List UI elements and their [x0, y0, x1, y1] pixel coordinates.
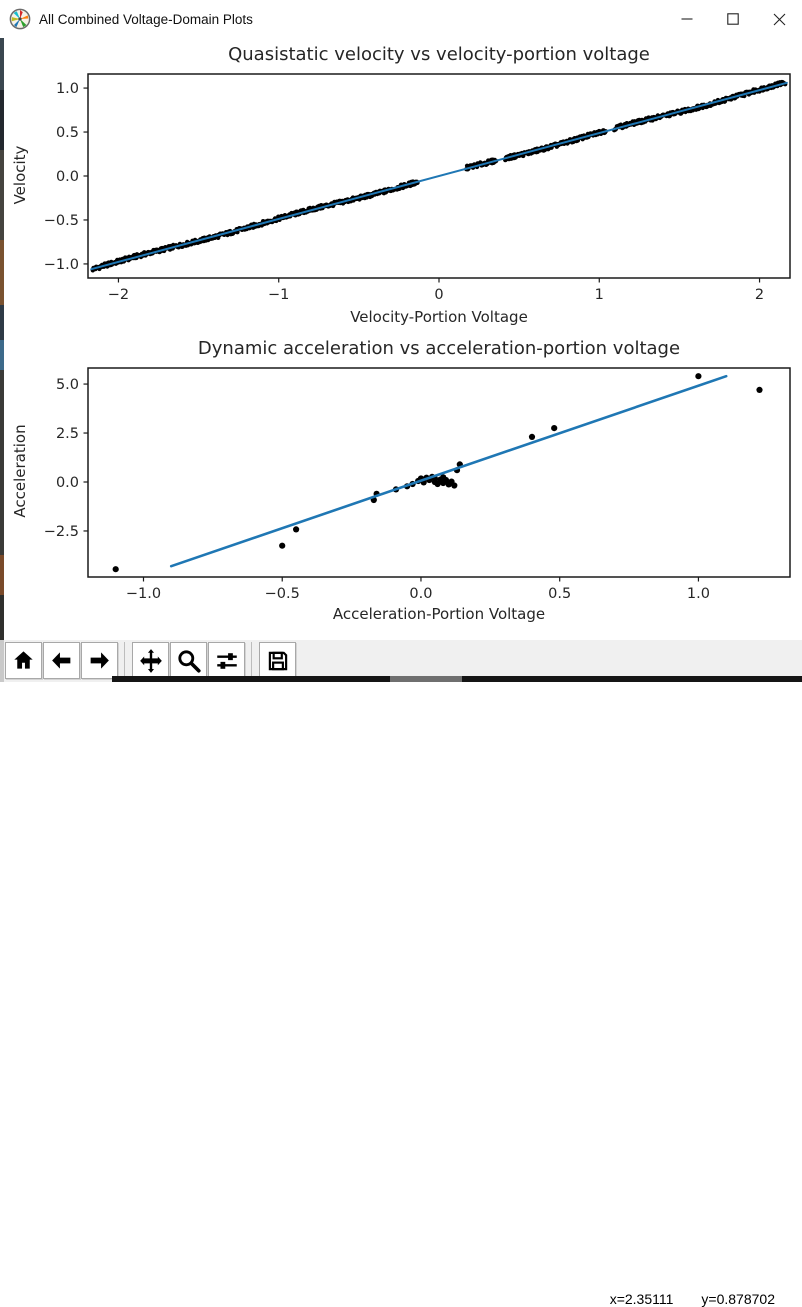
bottom-plot-ylabel: Acceleration	[11, 424, 29, 518]
svg-text:2.5: 2.5	[56, 426, 79, 442]
cursor-x-value: x=2.35111	[609, 1291, 674, 1307]
subplot-0: −2 −1 0 1 2 1.0 0.5 0.0 −0.5 −1.0	[44, 73, 791, 303]
background-window-left-edge	[0, 38, 4, 682]
svg-text:0.0: 0.0	[409, 586, 432, 602]
taskbar-edge-segment	[390, 676, 462, 682]
cursor-y-value: y=0.878702	[701, 1291, 775, 1307]
svg-text:0.5: 0.5	[56, 125, 79, 141]
forward-button[interactable]	[81, 642, 118, 679]
top-plot-ylabel: Velocity	[11, 145, 29, 205]
toolbar-separator	[251, 642, 252, 679]
left-edge-segment	[0, 150, 4, 240]
svg-text:−2: −2	[108, 287, 129, 303]
left-edge-segment	[0, 90, 4, 150]
top-plot-xlabel: Velocity-Portion Voltage	[350, 308, 528, 326]
cursor-readout: x=2.35111 y=0.878702	[610, 1291, 775, 1307]
pan-icon	[139, 648, 162, 673]
left-edge-segment	[0, 38, 4, 90]
linear-fit	[169, 374, 728, 568]
zoom-button[interactable]	[170, 642, 207, 679]
back-button[interactable]	[43, 642, 80, 679]
svg-text:0: 0	[434, 287, 443, 303]
minimize-button[interactable]	[664, 0, 710, 38]
left-edge-segment	[0, 240, 4, 305]
taskbar-edge-segment	[112, 676, 390, 682]
matplotlib-logo-icon	[9, 8, 31, 30]
left-edge-segment	[0, 305, 4, 340]
svg-text:0.0: 0.0	[56, 475, 79, 491]
top-plot-title: Quasistatic velocity vs velocity-portion…	[228, 44, 650, 65]
figure-area: −2 −1 0 1 2 1.0 0.5 0.0 −0.5 −1.0 −1.0 −0.5 0.0 0.5 1.…	[0, 38, 802, 640]
forward-arrow-icon	[90, 652, 109, 669]
svg-text:−0.5: −0.5	[265, 586, 300, 602]
svg-text:−1: −1	[268, 287, 289, 303]
svg-text:1.0: 1.0	[687, 586, 710, 602]
measured-data	[112, 373, 763, 573]
home-button[interactable]	[5, 642, 42, 679]
svg-text:0.5: 0.5	[548, 586, 571, 602]
subplot-1: −1.0 −0.5 0.0 0.5 1.0 5.0 2.5 0.0 −2.5	[44, 367, 791, 602]
bottom-plot-title: Dynamic acceleration vs acceleration-por…	[197, 338, 681, 359]
sliders-icon	[216, 652, 237, 669]
left-edge-segment	[0, 370, 4, 555]
toolbar-separator	[124, 642, 125, 679]
tick-marks	[83, 383, 700, 582]
window-controls	[664, 0, 802, 38]
svg-text:1: 1	[595, 287, 604, 303]
window-title: All Combined Voltage-Domain Plots	[39, 11, 253, 27]
titlebar[interactable]: All Combined Voltage-Domain Plots	[0, 0, 802, 38]
home-icon	[14, 651, 33, 669]
left-edge-segment	[0, 595, 4, 640]
bottom-plot-xlabel: Acceleration-Portion Voltage	[332, 605, 546, 623]
tick-labels: −2 −1 0 1 2 1.0 0.5 0.0 −0.5 −1.0	[44, 81, 764, 303]
figure-canvas[interactable]: −2 −1 0 1 2 1.0 0.5 0.0 −0.5 −1.0 −1.0 −0.5 0.0 0.5 1.…	[0, 38, 802, 640]
configure-subplots-button[interactable]	[208, 642, 245, 679]
save-floppy-icon	[268, 651, 287, 670]
left-edge-segment	[0, 640, 4, 682]
close-button[interactable]	[756, 0, 802, 38]
svg-text:1.0: 1.0	[56, 81, 79, 97]
save-button[interactable]	[259, 642, 296, 679]
close-icon	[773, 13, 785, 25]
svg-text:−0.5: −0.5	[44, 213, 79, 229]
svg-text:5.0: 5.0	[56, 377, 79, 393]
left-edge-segment	[0, 555, 4, 595]
minimize-icon	[681, 18, 693, 20]
svg-text:−1.0: −1.0	[126, 586, 161, 602]
axes-frame	[87, 367, 791, 578]
svg-text:−1.0: −1.0	[44, 257, 79, 273]
maximize-button[interactable]	[710, 0, 756, 38]
svg-text:2: 2	[755, 287, 764, 303]
svg-text:−2.5: −2.5	[44, 524, 79, 540]
linear-fit	[90, 81, 788, 271]
tick-labels: −1.0 −0.5 0.0 0.5 1.0 5.0 2.5 0.0 −2.5	[44, 377, 710, 602]
pan-button[interactable]	[132, 642, 169, 679]
background-taskbar-edge	[0, 676, 802, 682]
maximize-icon	[727, 13, 739, 25]
zoom-icon	[177, 649, 201, 673]
taskbar-edge-segment	[462, 676, 802, 682]
tick-marks	[83, 87, 761, 283]
back-arrow-icon	[52, 652, 71, 669]
svg-text:0.0: 0.0	[56, 169, 79, 185]
left-edge-segment	[0, 340, 4, 370]
